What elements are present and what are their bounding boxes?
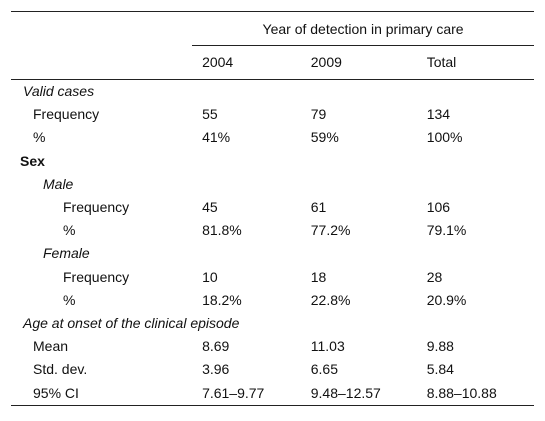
row-label: Sex [20,152,45,169]
table-row: Frequency 10 18 28 [11,266,534,289]
cell-value: 10 [202,268,218,285]
row-label: Std. dev. [33,361,88,378]
cell-value [417,80,534,104]
column-header-2004: 2004 [202,54,234,70]
detection-table: Year of detection in primary care 2004 2… [11,11,534,406]
cell-value: 77.2% [310,222,351,239]
cell-value: 9.48–12.57 [310,384,381,401]
table-row: Frequency 45 61 106 [11,196,534,219]
cell-value [301,242,417,265]
cell-value: 106 [426,199,451,216]
row-label: Mean [33,338,69,355]
table-row: Mean 8.69 11.03 9.88 [11,335,534,358]
cell-value: 11.03 [310,338,345,355]
cell-value: 6.65 [310,361,338,378]
header-empty-cell [11,46,192,80]
cell-value: 79.1% [426,222,467,239]
cell-value: 45 [202,199,218,216]
table-row: Sex [11,150,534,173]
table-row: Male [11,173,534,196]
cell-value [192,150,301,173]
cell-value: 7.61–9.77 [202,384,265,401]
row-label: Age at onset of the clinical episode [23,314,240,331]
column-header-total: Total [426,54,457,70]
header-group-row: Year of detection in primary care [11,11,534,46]
cell-value: 59% [310,129,339,146]
row-label: % [63,291,76,308]
cell-value: 100% [426,129,463,146]
row-label: % [63,222,76,239]
cell-value [192,242,301,265]
table-row: % 18.2% 22.8% 20.9% [11,289,534,312]
row-label: % [33,129,46,146]
cell-value: 28 [426,268,443,285]
cell-value: 134 [426,106,451,123]
cell-value: 55 [202,106,218,123]
row-label: Male [43,175,74,192]
cell-value [192,80,301,104]
cell-value: 9.88 [426,338,454,355]
row-label: Frequency [33,106,100,123]
cell-value [301,150,417,173]
table-row: Std. dev. 3.96 6.65 5.84 [11,358,534,381]
cell-value: 18 [310,268,327,285]
cell-value: 3.96 [202,361,230,378]
table-row: Valid cases [11,80,534,104]
cell-value: 22.8% [310,291,351,308]
cell-value [417,150,534,173]
cell-value: 18.2% [202,291,242,308]
cell-value: 20.9% [426,291,467,308]
cell-value [417,242,534,265]
cell-value: 8.69 [202,338,230,355]
header-columns-row: 2004 2009 Total [11,46,534,80]
row-label: Frequency [63,199,130,216]
table-row: % 81.8% 77.2% 79.1% [11,219,534,242]
row-label: 95% CI [33,384,79,401]
table-row: Age at onset of the clinical episode [11,312,534,335]
table-row: % 41% 59% 100% [11,126,534,149]
cell-value: 8.88–10.88 [426,384,497,401]
column-header-2009: 2009 [310,54,342,70]
cell-value [192,173,301,196]
header-group-label: Year of detection in primary care [192,11,534,46]
cell-value: 41% [202,129,231,146]
cell-value: 79 [310,106,327,123]
cell-value: 5.84 [426,361,454,378]
table-row: 95% CI 7.61–9.77 9.48–12.57 8.88–10.88 [11,381,534,405]
cell-value: 81.8% [202,222,242,239]
row-label: Female [43,245,90,262]
table-body: Valid cases Frequency 55 79 134% 41% 59% 100% Se… [11,80,534,406]
cell-value [301,80,417,104]
cell-value [301,173,417,196]
header-empty-cell [11,12,192,46]
row-label: Valid cases [23,83,95,100]
cell-value: 61 [310,199,327,216]
cell-value [417,173,534,196]
row-label: Frequency [63,268,130,285]
data-table-container: Year of detection in primary care 2004 2… [11,11,534,406]
table-row: Frequency 55 79 134 [11,103,534,126]
table-row: Female [11,242,534,265]
